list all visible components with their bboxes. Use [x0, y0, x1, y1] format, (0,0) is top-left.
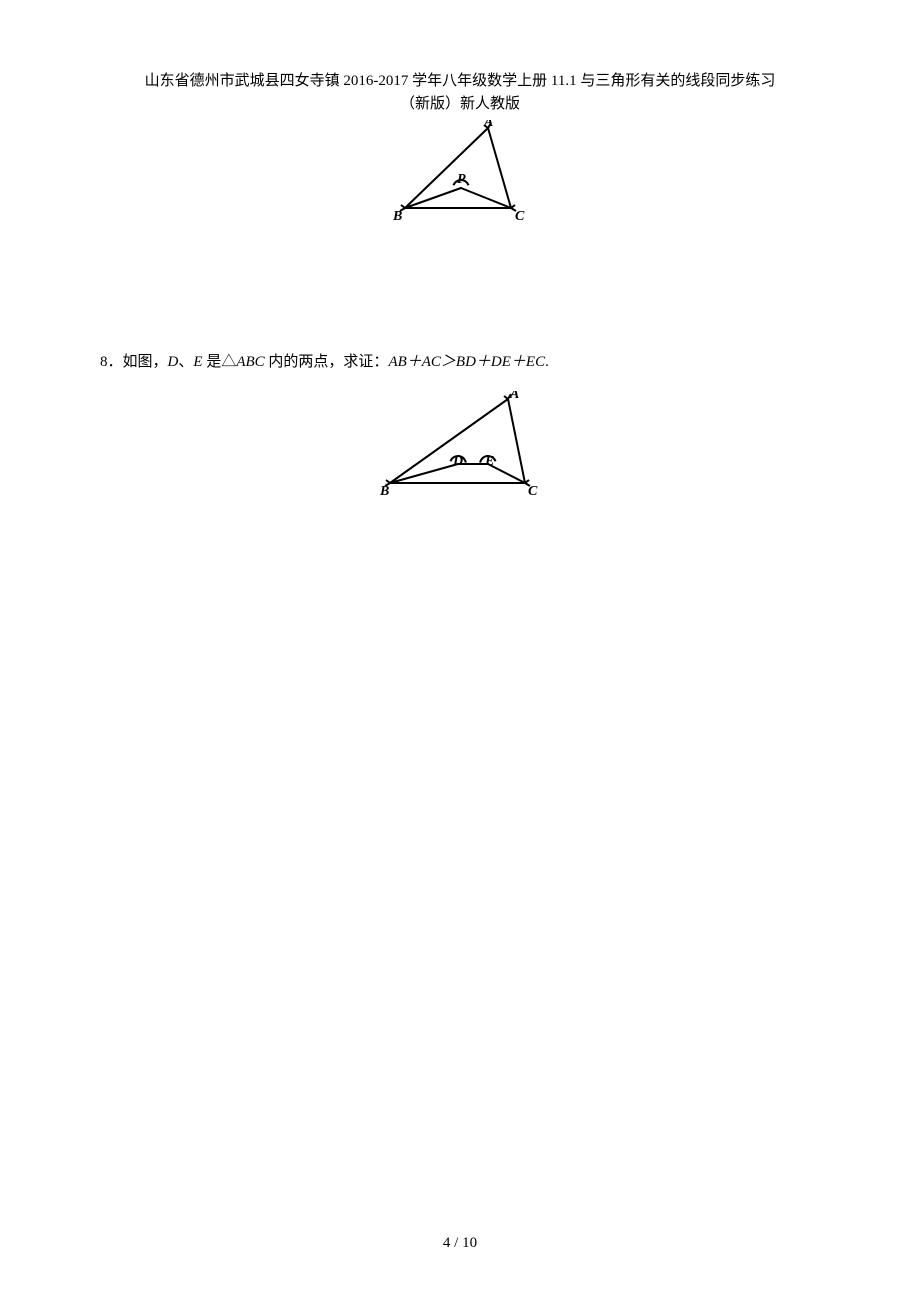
svg-text:C: C: [528, 484, 538, 496]
sep: 、: [178, 354, 193, 370]
header-line1: 山东省德州市武城县四女寺镇 2016-2017 学年八年级数学上册 11.1 与…: [145, 73, 776, 89]
figure-triangle-p: A B C P: [393, 120, 528, 220]
page: 山东省德州市武城县四女寺镇 2016-2017 学年八年级数学上册 11.1 与…: [0, 0, 920, 1302]
inequality-expr: AB＋AC＞BD＋DE＋EC: [388, 354, 545, 370]
var-e: E: [193, 354, 202, 370]
problem-8: 8．如图，D、E 是△ABC 内的两点，求证：AB＋AC＞BD＋DE＋EC.: [100, 350, 820, 371]
header-line2: （新版）新人教版: [400, 96, 520, 112]
page-sep: /: [450, 1235, 462, 1251]
problem-text-mid: 是△: [203, 354, 237, 370]
page-footer: 4 / 10: [0, 1235, 920, 1252]
page-header: 山东省德州市武城县四女寺镇 2016-2017 学年八年级数学上册 11.1 与…: [100, 70, 820, 115]
svg-text:A: A: [509, 391, 519, 402]
problem-number: 8．: [100, 354, 123, 370]
svg-text:P: P: [457, 172, 466, 187]
problem-text-before: 如图，: [123, 354, 168, 370]
svg-text:E: E: [484, 454, 494, 469]
svg-text:A: A: [483, 120, 493, 130]
svg-text:B: B: [393, 209, 402, 220]
problem-text-after: 内的两点，求证：: [265, 354, 389, 370]
triangle-abc: ABC: [236, 354, 264, 370]
page-total: 10: [462, 1235, 477, 1251]
svg-text:B: B: [380, 484, 389, 496]
svg-text:D: D: [452, 454, 463, 469]
figure-triangle-de: A B C D E: [380, 391, 540, 496]
svg-text:C: C: [515, 209, 525, 220]
period: .: [545, 354, 549, 370]
var-d: D: [168, 354, 179, 370]
